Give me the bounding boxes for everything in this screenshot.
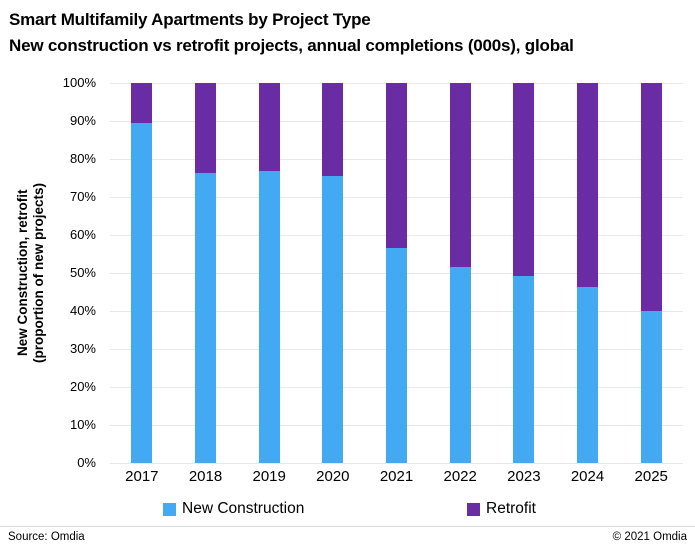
bar-segment-retrofit (513, 83, 535, 277)
chart-title: Smart Multifamily Apartments by Project … (9, 10, 371, 29)
bar-segment-new-construction (386, 248, 408, 463)
bar-segment-new-construction (577, 287, 599, 463)
y-tick-label: 30% (69, 341, 96, 356)
x-axis-label: 2018 (188, 468, 223, 485)
bar-slot-2024 (556, 83, 620, 463)
y-axis-tick-labels: 100% 90% 80% 70% 60% 50% 40% 30% 20% 10% 0% (0, 75, 103, 470)
legend-swatch-icon (467, 502, 480, 516)
bar-slot-2019 (237, 83, 301, 463)
bar-segment-new-construction (131, 122, 153, 463)
source-note: Source: Omdia (8, 531, 85, 543)
stacked-bar-2024 (577, 83, 599, 463)
bar-segment-new-construction (513, 276, 535, 463)
bar-segment-retrofit (449, 83, 471, 267)
bar-slot-2017 (110, 83, 174, 463)
bar-slot-2020 (301, 83, 365, 463)
x-axis-labels: 2017 2018 2019 2020 2021 2022 2023 2024 2025 (110, 468, 683, 485)
bar-series (110, 83, 683, 463)
x-axis-label: 2017 (125, 468, 159, 485)
stacked-bar-2019 (258, 83, 280, 463)
x-axis-label: 2020 (316, 468, 350, 485)
bar-segment-new-construction (258, 170, 280, 463)
legend: New Construction Retrofit (0, 499, 695, 519)
stacked-bar-2018 (195, 83, 216, 463)
y-tick-label: 80% (69, 151, 96, 166)
bar-segment-retrofit (195, 83, 216, 174)
footer: Source: Omdia © 2021 Omdia (0, 531, 695, 543)
x-axis-label: 2024 (570, 468, 605, 485)
y-tick-label: 60% (69, 227, 96, 242)
stacked-bar-2020 (322, 83, 344, 463)
bar-slot-2021 (365, 83, 429, 463)
bar-segment-retrofit (577, 83, 599, 288)
y-tick-label: 20% (69, 379, 96, 394)
stacked-bar-2022 (449, 83, 471, 463)
bar-slot-2018 (174, 83, 238, 463)
legend-swatch-icon (163, 502, 176, 516)
legend-item-retrofit: Retrofit (467, 499, 536, 519)
y-tick-label: 100% (62, 75, 96, 90)
gridline (110, 463, 683, 464)
x-axis-label: 2023 (507, 468, 541, 485)
bar-segment-new-construction (195, 173, 216, 463)
plot-area (110, 83, 683, 464)
y-tick-label: 10% (69, 417, 96, 432)
bar-segment-retrofit (322, 83, 344, 177)
y-tick-label: 50% (69, 265, 96, 280)
legend-item-new-construction: New Construction (163, 499, 304, 519)
bar-slot-2022 (428, 83, 492, 463)
bar-segment-new-construction (322, 176, 344, 463)
title-block: Smart Multifamily Apartments by Project … (9, 7, 689, 59)
legend-label: New Construction (182, 500, 305, 517)
x-axis-label: 2019 (252, 468, 286, 485)
bar-segment-new-construction (449, 266, 471, 463)
stacked-bar-2017 (131, 83, 153, 463)
x-axis-label: 2025 (634, 468, 668, 485)
y-tick-label: 0% (77, 455, 96, 470)
copyright-note: © 2021 Omdia (612, 531, 687, 543)
bar-segment-retrofit (258, 83, 280, 171)
y-tick-label: 90% (69, 113, 96, 128)
x-axis-label: 2022 (443, 468, 477, 485)
bar-segment-retrofit (640, 83, 662, 311)
stacked-bar-2021 (386, 83, 408, 463)
bar-slot-2025 (619, 83, 683, 463)
legend-label: Retrofit (486, 500, 536, 517)
bar-segment-new-construction (640, 311, 662, 463)
x-axis-label: 2021 (379, 468, 414, 485)
stacked-bar-2025 (640, 83, 662, 463)
footer-divider (0, 526, 695, 527)
chart-subtitle: New construction vs retrofit projects, a… (9, 36, 574, 55)
y-tick-label: 40% (69, 303, 96, 318)
stacked-bar-2023 (513, 83, 535, 463)
bar-segment-retrofit (386, 83, 408, 249)
bar-segment-retrofit (131, 83, 153, 123)
bar-slot-2023 (492, 83, 556, 463)
y-tick-label: 70% (69, 189, 96, 204)
